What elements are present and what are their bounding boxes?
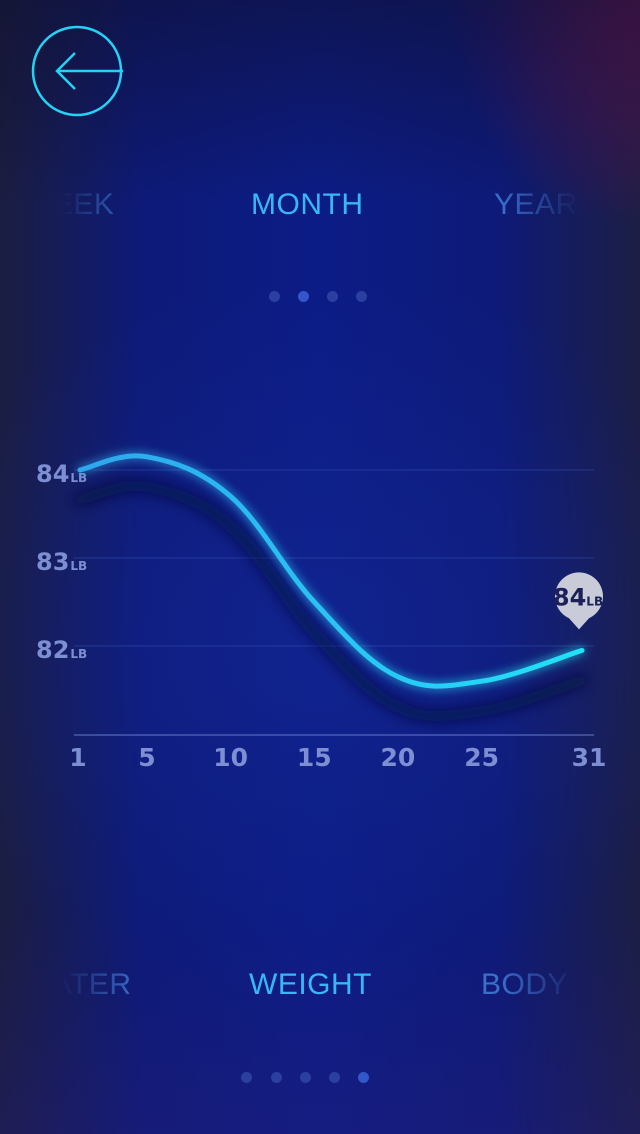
grid-lines [74, 469, 594, 736]
x-tick-label: 31 [572, 743, 607, 772]
x-tick-label: 10 [213, 743, 248, 772]
value-marker[interactable]: 84LB [553, 572, 603, 630]
marker-pin-icon [555, 572, 603, 630]
tab-week[interactable]: WEEK [24, 188, 115, 221]
page-dot[interactable] [329, 1072, 340, 1083]
back-button[interactable] [31, 25, 123, 117]
page-dot[interactable] [300, 1072, 311, 1083]
tab-year[interactable]: YEAR [494, 188, 578, 221]
x-tick-label: 15 [297, 743, 332, 772]
x-tick-label: 1 [69, 743, 86, 772]
page-dot[interactable] [241, 1072, 252, 1083]
y-tick-label: 84LB [36, 460, 87, 488]
page-dot[interactable] [269, 291, 280, 302]
x-tick-label: 20 [381, 743, 416, 772]
y-tick-label: 83LB [36, 548, 87, 576]
x-tick-label: 25 [464, 743, 499, 772]
x-axis-labels: 1 5 10 15 20 25 31 [69, 743, 606, 772]
tab-weight[interactable]: WEIGHT [249, 968, 372, 1001]
y-axis-labels: 84LB 83LB 82LB [36, 460, 87, 664]
tab-water[interactable]: WATER [24, 968, 132, 1001]
back-arrow-icon [31, 25, 123, 117]
series-line-shadow [74, 479, 588, 723]
series-line [77, 453, 585, 689]
metric-page-indicator [241, 1072, 371, 1084]
page-dot-active[interactable] [298, 291, 309, 302]
x-tick-label: 5 [138, 743, 155, 772]
y-tick-label: 82LB [36, 636, 87, 664]
tab-month[interactable]: MONTH [251, 188, 364, 221]
metric-tabs: WATER WEIGHT BODY F [0, 960, 640, 1016]
page-dot[interactable] [271, 1072, 282, 1083]
page-dot[interactable] [327, 291, 338, 302]
page-dot[interactable] [356, 291, 367, 302]
period-tabs: WEEK MONTH YEAR [0, 180, 640, 236]
tab-body-fat[interactable]: BODY F [481, 968, 596, 1001]
page-dot-active[interactable] [358, 1072, 369, 1083]
period-page-indicator [269, 291, 369, 303]
